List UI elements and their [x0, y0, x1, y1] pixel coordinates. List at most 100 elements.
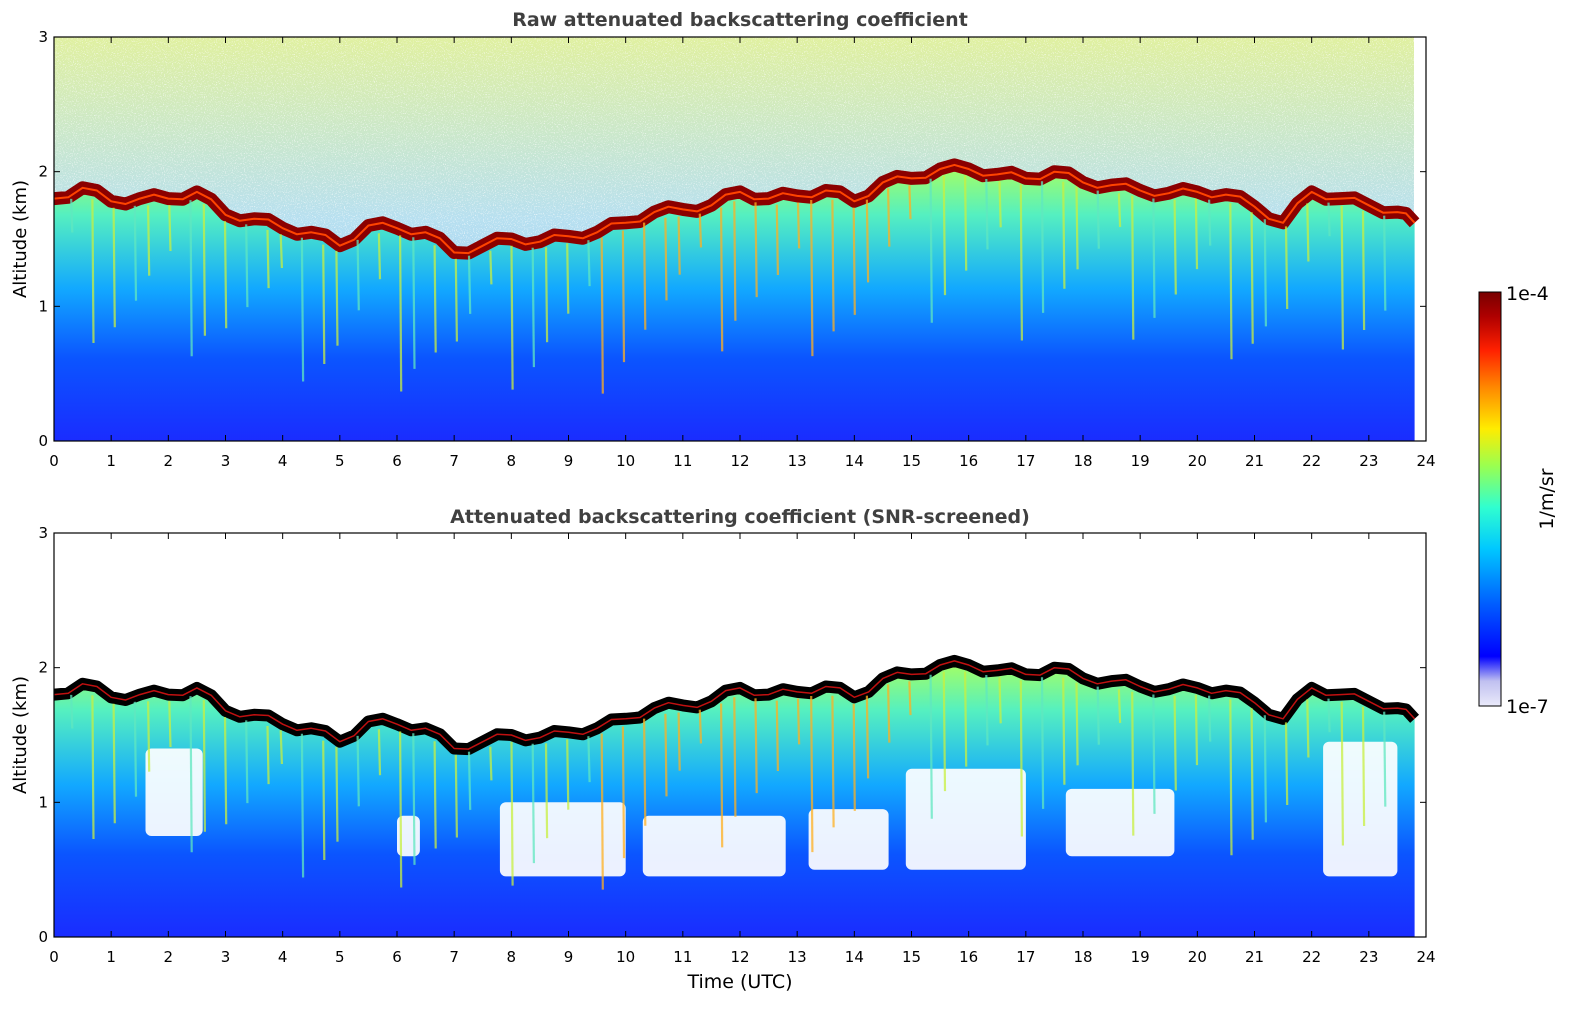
x-tick-label: 13 — [788, 452, 807, 470]
precipitation-streak — [112, 207, 116, 328]
precipitation-streak — [356, 239, 360, 311]
precipitation-streak — [1194, 198, 1199, 270]
precipitation-streak — [1250, 708, 1254, 840]
precipitation-streak — [865, 199, 870, 283]
x-tick-label: 7 — [449, 452, 459, 470]
precipitation-streak — [544, 743, 549, 839]
masked-region — [808, 809, 889, 870]
precipitation-streak — [664, 713, 668, 797]
precipitation-streak — [1250, 212, 1254, 344]
x-tick-label: 14 — [845, 452, 864, 470]
precipitation-streak — [112, 703, 116, 824]
precipitation-streak — [489, 746, 493, 781]
precipitation-streak — [70, 198, 74, 233]
precipitation-streak — [1173, 199, 1177, 295]
screened-panel-title: Attenuated backscattering coefficient (S… — [450, 506, 1030, 528]
x-tick-label: 16 — [959, 452, 978, 470]
x-tick-label: 10 — [616, 452, 635, 470]
precipitation-streak — [698, 213, 703, 248]
precipitation-streak — [399, 731, 403, 888]
screened-y-axis: 0 1 2 3 — [38, 524, 1426, 946]
x-tick-label: 6 — [392, 948, 402, 966]
x-tick-label: 5 — [335, 948, 345, 966]
screened-masked-regions — [145, 741, 1398, 877]
precipitation-streak — [300, 733, 305, 878]
x-tick-label: 7 — [449, 948, 459, 966]
precipitation-streak — [754, 698, 758, 794]
precipitation-streak — [335, 746, 339, 842]
raw-panel-title: Raw attenuated backscattering coefficien… — [512, 9, 968, 31]
x-tick-label: 22 — [1302, 948, 1321, 966]
precipitation-streak — [1019, 680, 1023, 837]
precipitation-streak — [831, 199, 835, 332]
x-tick-label: 5 — [335, 452, 345, 470]
x-tick-label: 21 — [1245, 452, 1264, 470]
precipitation-streak — [412, 733, 416, 865]
screened-cloud-top-edge — [54, 660, 1416, 750]
colorbar-min-label: 1e-7 — [1506, 696, 1549, 718]
x-tick-label: 24 — [1416, 452, 1435, 470]
precipitation-streak — [531, 743, 535, 864]
precipitation-streak — [1096, 686, 1100, 745]
x-tick-label: 18 — [1073, 948, 1092, 966]
x-tick-label: 22 — [1302, 452, 1321, 470]
x-tick-label: 8 — [507, 948, 517, 966]
colorbar-gradient — [1478, 291, 1502, 707]
precipitation-streak — [531, 247, 535, 368]
precipitation-streak — [908, 185, 912, 220]
x-tick-label: 15 — [902, 452, 921, 470]
x-tick-label: 3 — [221, 452, 231, 470]
screened-y-axis-label: Altitude (km) — [10, 676, 31, 794]
precipitation-streak — [510, 245, 514, 390]
x-tick-label: 19 — [1131, 948, 1150, 966]
precipitation-streak — [1263, 715, 1267, 823]
x-tick-label: 16 — [959, 948, 978, 966]
precipitation-streak — [279, 234, 283, 269]
x-tick-label: 17 — [1016, 948, 1035, 966]
precipitation-streak — [1131, 691, 1135, 836]
precipitation-streak — [964, 671, 968, 767]
precipitation-streak — [1075, 682, 1079, 766]
y-tick-label: 3 — [38, 524, 48, 542]
x-tick-label: 10 — [616, 948, 635, 966]
precipitation-streak — [1284, 226, 1289, 310]
colorbar-unit-label: 1/m/sr — [1536, 468, 1558, 529]
precipitation-streak — [1096, 190, 1100, 249]
precipitation-streak — [1152, 694, 1156, 814]
precipitation-streak — [929, 178, 933, 323]
x-tick-label: 24 — [1416, 948, 1435, 966]
x-tick-label: 1 — [106, 948, 116, 966]
precipitation-streak — [1131, 195, 1135, 340]
precipitation-streak — [467, 255, 472, 314]
x-tick-label: 2 — [164, 948, 174, 966]
precipitation-streak — [852, 207, 856, 315]
precipitation-streak — [1075, 186, 1079, 270]
x-tick-label: 1 — [106, 452, 116, 470]
precipitation-streak — [985, 178, 989, 250]
precipitation-streak — [1173, 695, 1177, 791]
x-axis-label: Time (UTC) — [686, 971, 792, 993]
precipitation-streak — [91, 199, 95, 344]
precipitation-streak — [322, 244, 326, 365]
precipitation-streak — [733, 697, 737, 817]
precipitation-streak — [1040, 181, 1045, 313]
precipitation-streak — [887, 188, 891, 247]
x-tick-label: 12 — [730, 452, 749, 470]
x-tick-label: 21 — [1245, 948, 1264, 966]
precipitation-streak — [245, 720, 249, 804]
precipitation-streak — [831, 695, 835, 828]
colorbar: 1e-4 1e-7 1/m/sr — [1478, 283, 1558, 718]
x-tick-label: 9 — [564, 452, 574, 470]
x-tick-label: 19 — [1131, 452, 1150, 470]
precipitation-streak — [600, 733, 604, 890]
precipitation-streak — [775, 700, 779, 772]
precipitation-streak — [1340, 701, 1344, 846]
precipitation-streak — [566, 243, 570, 314]
screened-backscatter-panel: Attenuated backscattering coefficient (S… — [10, 506, 1436, 993]
precipitation-streak — [1062, 181, 1066, 289]
precipitation-streak — [998, 181, 1002, 228]
precipitation-streak — [433, 741, 437, 849]
raw-y-axis: 0 1 2 3 — [38, 28, 1426, 450]
precipitation-streak — [356, 735, 360, 807]
precipitation-streak — [1361, 210, 1366, 331]
